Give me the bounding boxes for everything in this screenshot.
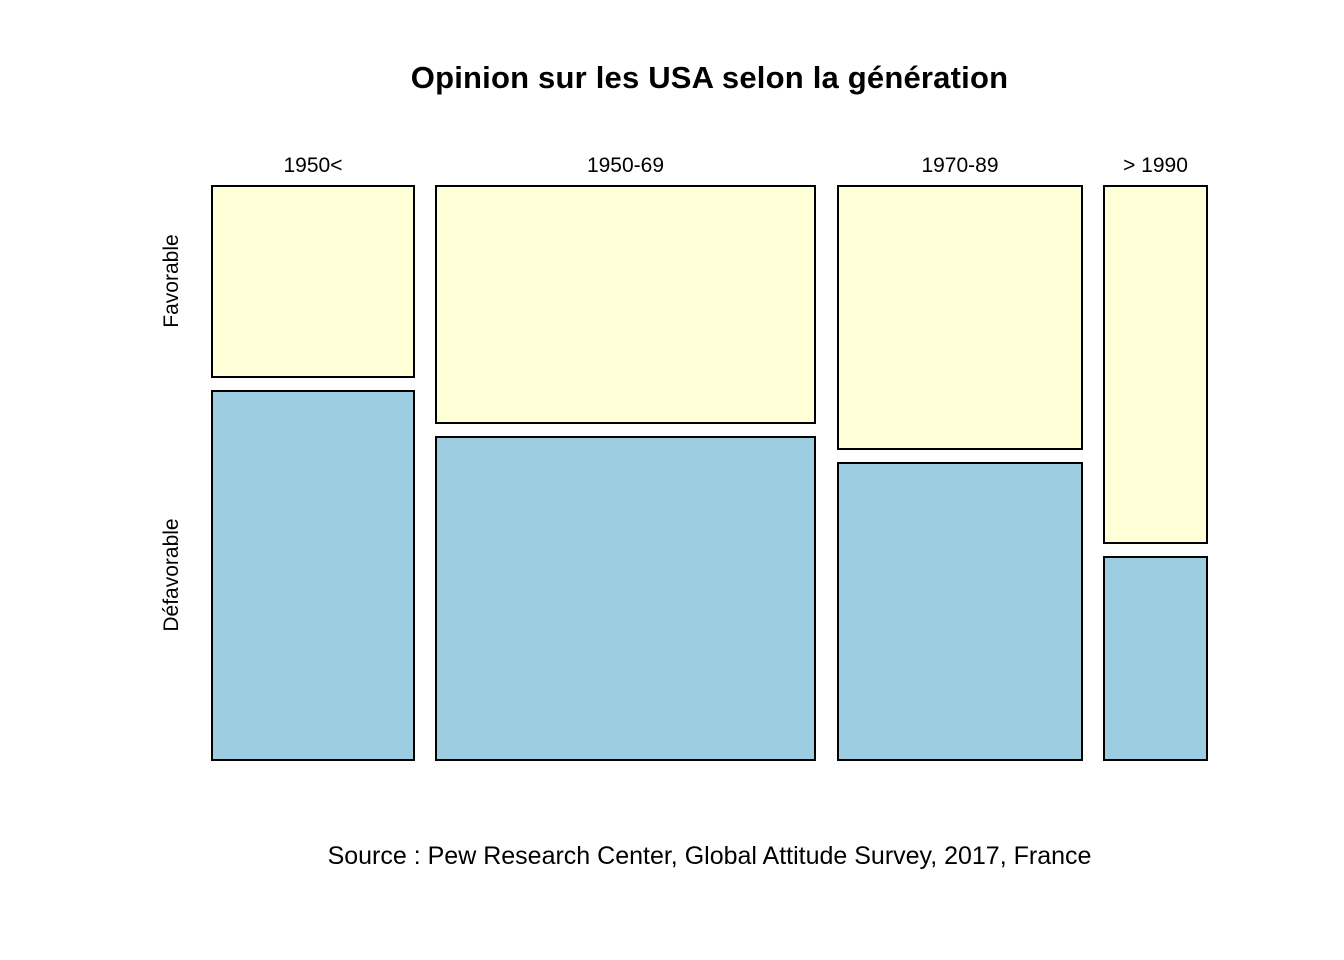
- x-category-label: 1950-69: [586, 154, 665, 177]
- mosaic-cell-favorable: [435, 185, 816, 424]
- source-caption: Source : Pew Research Center, Global Att…: [327, 842, 1092, 870]
- x-category-label: 1970-89: [921, 154, 999, 177]
- chart-title: Opinion sur les USA selon la génération: [410, 60, 1009, 95]
- x-category-label: 1950<: [283, 154, 343, 177]
- mosaic-cell-favorable: [837, 185, 1083, 450]
- mosaic-cell-defavorable: [211, 390, 415, 761]
- mosaic-cell-favorable: [1103, 185, 1208, 544]
- x-category-label: > 1990: [1123, 154, 1188, 177]
- mosaic-cell-defavorable: [435, 436, 816, 761]
- mosaic-cell-favorable: [211, 185, 415, 378]
- y-axis-label-favorable: Favorable: [160, 234, 183, 328]
- mosaic-cell-defavorable: [1103, 556, 1208, 761]
- y-axis-label-defavorable: Défavorable: [160, 518, 183, 632]
- mosaic-cell-defavorable: [837, 462, 1083, 761]
